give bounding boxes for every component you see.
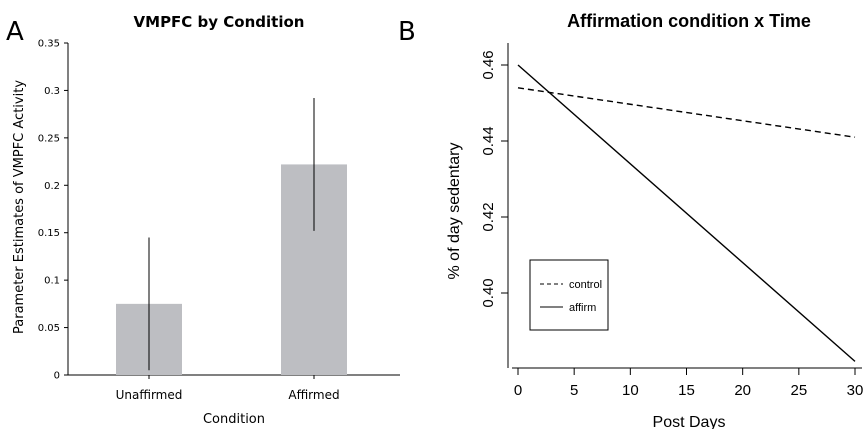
x-tick-label: Affirmed <box>288 388 339 402</box>
x-tick-label: 15 <box>678 382 695 399</box>
chart-b-legend: control affirm <box>529 259 609 331</box>
x-tick-label: 0 <box>514 382 522 399</box>
x-tick-label: Unaffirmed <box>116 388 183 402</box>
panel-b-letter: B <box>398 17 416 47</box>
x-tick-label: 10 <box>622 382 639 399</box>
chart-a-ylabel: Parameter Estimates of VMPFC Activity <box>12 80 27 334</box>
y-tick-label: 0.2 <box>44 181 60 192</box>
x-tick-label: 20 <box>734 382 751 399</box>
y-tick-label: 0.1 <box>44 276 60 287</box>
chart-b-title: Affirmation condition x Time <box>567 11 811 31</box>
y-tick-label: 0.35 <box>38 39 60 50</box>
y-tick-label: 0.40 <box>480 278 497 307</box>
legend-box <box>529 259 609 331</box>
x-tick-label: 25 <box>790 382 807 399</box>
y-tick-label: 0.15 <box>38 228 60 239</box>
series-line-affirm <box>517 64 856 362</box>
chart-b-xlabel: Post Days <box>653 414 726 429</box>
chart-b-ylabel: % of day sedentary <box>446 143 463 280</box>
y-tick-label: 0.3 <box>44 86 60 97</box>
series-line-control <box>517 87 856 138</box>
panel-b: B Affirmation condition x Time Post Days… <box>398 11 863 429</box>
panel-a-letter: A <box>6 17 24 47</box>
chart-a-xlabel: Condition <box>203 412 265 427</box>
x-tick-label: 30 <box>847 382 863 399</box>
y-tick-label: 0 <box>54 371 60 382</box>
chart-a-title: VMPFC by Condition <box>134 13 305 31</box>
y-tick-label: 0.25 <box>38 133 60 144</box>
panel-a: A VMPFC by Condition Condition Parameter… <box>6 13 400 427</box>
y-tick-label: 0.05 <box>38 323 60 334</box>
y-tick-label: 0.44 <box>480 126 497 155</box>
legend-label-affirm: affirm <box>569 302 596 314</box>
legend-label-control: control <box>569 279 602 291</box>
x-tick-label: 5 <box>570 382 578 399</box>
y-tick-label: 0.42 <box>480 202 497 231</box>
y-tick-label: 0.46 <box>480 50 497 79</box>
